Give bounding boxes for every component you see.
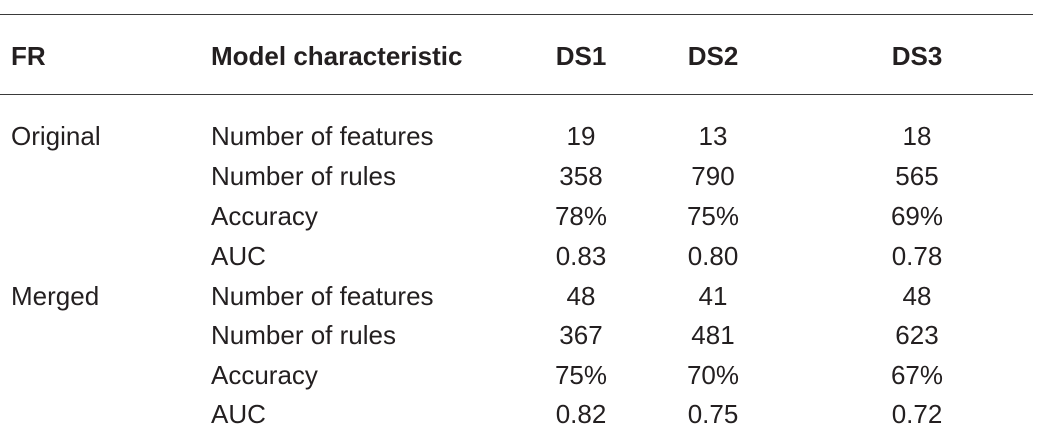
cell-model-characteristic: Number of rules [211, 161, 396, 191]
cell-model-characteristic: AUC [211, 399, 266, 429]
cell-model-characteristic: Number of features [211, 281, 434, 311]
table-top-rule [0, 14, 1033, 15]
cell-model-characteristic: AUC [211, 241, 266, 271]
header-model-characteristic: Model characteristic [211, 41, 463, 71]
header-fr: FR [11, 41, 46, 71]
table-header-rule [0, 94, 1033, 95]
cell-model-characteristic: Accuracy [211, 201, 318, 231]
cell-model-characteristic: Number of features [211, 121, 434, 151]
cell-model-characteristic: Accuracy [211, 360, 318, 390]
cell-fr: Original [11, 121, 101, 151]
cell-fr: Merged [11, 281, 100, 311]
cell-model-characteristic: Number of rules [211, 320, 396, 350]
